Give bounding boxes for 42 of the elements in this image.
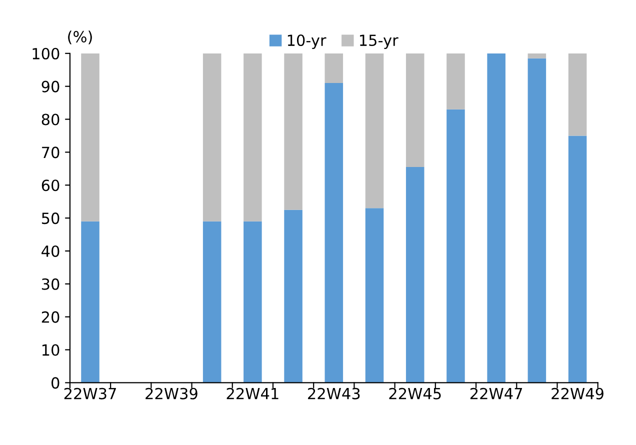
legend-label: 15-yr (360, 34, 398, 50)
bar (487, 53, 506, 383)
bar (284, 53, 302, 210)
bar (568, 136, 587, 383)
x-tick-label: 22W47 (470, 388, 522, 400)
bar (528, 58, 546, 383)
x-tick-label: 22W41 (226, 388, 278, 400)
bar (202, 53, 222, 222)
text: (%) (68, 30, 92, 44)
x-tick-label: 22W39 (146, 388, 198, 400)
bar (81, 53, 100, 222)
bar (406, 53, 424, 168)
y-tick-label: 80 (42, 114, 60, 126)
bar (446, 53, 465, 110)
y-tick-label: 0 (52, 377, 60, 389)
x-tick-label: 22W43 (308, 388, 360, 400)
y-tick-label: 90 (42, 80, 60, 92)
bar (81, 221, 100, 383)
y-tick-label: 40 (42, 245, 60, 257)
bar (446, 109, 465, 383)
y-tick-label: 100 (32, 48, 60, 60)
bar (244, 221, 262, 383)
x-tick-label: 22W49 (552, 388, 604, 400)
y-tick-label: 10 (42, 344, 60, 356)
bar (202, 221, 222, 383)
bar (568, 53, 587, 136)
y-tick-label: 20 (42, 311, 60, 323)
y-tick-label: 30 (42, 278, 60, 290)
legend-label: 10-yr (288, 34, 326, 50)
x-tick-label: 22W37 (64, 388, 116, 400)
bar (365, 208, 384, 383)
bar (528, 53, 546, 58)
bar (324, 53, 344, 84)
bar (244, 53, 262, 222)
bar (365, 53, 384, 208)
bar (324, 83, 344, 383)
y-tick-label: 50 (42, 212, 60, 224)
bar (406, 167, 424, 383)
y-tick-label: 70 (42, 146, 60, 158)
x-tick-label: 22W45 (389, 388, 441, 400)
y-tick-label: 60 (42, 180, 60, 192)
bar (284, 210, 302, 383)
